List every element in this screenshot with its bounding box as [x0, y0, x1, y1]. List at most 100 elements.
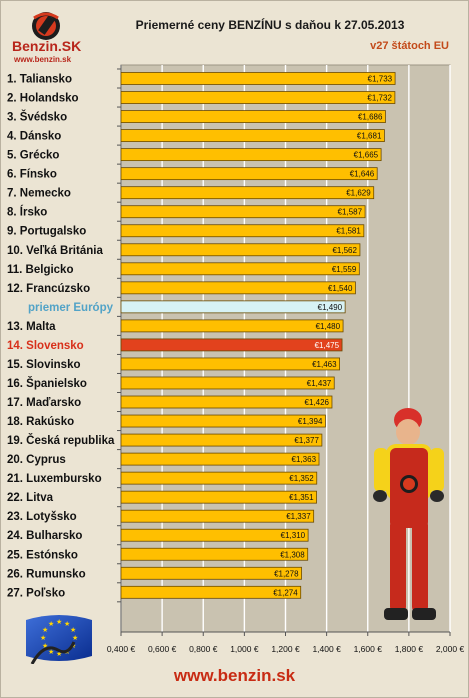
category-label: 7. Nemecko: [7, 188, 71, 200]
x-tick-label: 1,400 €: [312, 644, 341, 654]
bar-value-label: €1,426: [305, 398, 330, 407]
svg-text:★: ★: [42, 642, 48, 650]
category-label: 12. Francúzsko: [7, 283, 90, 295]
bar[interactable]: [120, 490, 317, 504]
category-label: 13. Malta: [7, 321, 56, 333]
bar[interactable]: [120, 167, 378, 181]
bar-value-label: €1,562: [332, 246, 357, 255]
bar[interactable]: [120, 186, 375, 200]
category-label: 8. Írsko: [7, 206, 47, 219]
bar[interactable]: [120, 471, 318, 485]
bar[interactable]: [120, 376, 335, 390]
category-label: 16. Španielsko: [7, 377, 87, 390]
bar-value-label: €1,475: [315, 341, 340, 350]
bar[interactable]: [120, 414, 326, 428]
bar[interactable]: [120, 338, 343, 352]
bar-value-label: €1,629: [346, 189, 371, 198]
logo-url[interactable]: www.benzin.sk: [14, 55, 72, 64]
logo-name: Benzin.SK: [12, 38, 82, 54]
category-label: 24. Bulharsko: [7, 530, 82, 542]
category-label: 26. Rumunsko: [7, 568, 86, 580]
bar-value-label: €1,665: [354, 151, 379, 160]
bar[interactable]: [120, 357, 340, 371]
bar-value-label: €1,463: [312, 360, 337, 369]
bar[interactable]: [120, 281, 356, 295]
bar-value-label: €1,559: [332, 265, 357, 274]
category-label: 3. Švédsko: [7, 111, 67, 124]
bar-value-label: €1,581: [336, 227, 361, 236]
bar[interactable]: [120, 585, 302, 599]
bar-value-label: €1,646: [350, 170, 375, 179]
bar-value-label: €1,733: [368, 75, 393, 84]
chart-title: Priemerné ceny BENZÍNU s daňou k 27.05.2…: [135, 18, 405, 32]
svg-text:★: ★: [56, 618, 62, 626]
footer-url[interactable]: www.benzin.sk: [173, 666, 296, 685]
category-label: 27. Poľsko: [7, 587, 65, 599]
category-label: 23. Lotyšsko: [7, 511, 77, 523]
x-tick-label: 1,000 €: [230, 644, 259, 654]
bar-value-label: €1,490: [318, 303, 343, 312]
benzin-logo-icon: [32, 12, 60, 40]
bar[interactable]: [120, 129, 385, 142]
x-tick-label: 0,400 €: [107, 644, 136, 654]
category-label: 17. Maďarsko: [7, 397, 81, 409]
x-tick-label: 1,800 €: [395, 644, 424, 654]
category-label: 25. Estónsko: [7, 549, 78, 561]
svg-text:★: ★: [40, 634, 46, 642]
bar[interactable]: [120, 262, 360, 276]
bar-value-label: €1,274: [273, 588, 298, 597]
bar-value-label: €1,377: [294, 436, 319, 445]
x-tick-label: 2,000 €: [436, 644, 465, 654]
bar[interactable]: [120, 110, 386, 123]
category-label: 15. Slovinsko: [7, 359, 81, 371]
svg-text:★: ★: [48, 620, 54, 628]
bar[interactable]: [120, 547, 309, 561]
bar-value-label: €1,732: [367, 94, 392, 103]
category-label: 9. Portugalsko: [7, 226, 86, 238]
bar-value-label: €1,587: [338, 208, 363, 217]
bar-value-label: €1,351: [289, 493, 314, 502]
x-tick-label: 0,800 €: [189, 644, 218, 654]
bar-value-label: €1,352: [289, 474, 314, 483]
bar[interactable]: [120, 395, 333, 409]
category-label: 21. Luxembursko: [7, 473, 102, 485]
category-label: 6. Fínsko: [7, 169, 57, 181]
category-label: 14. Slovensko: [7, 340, 84, 352]
bar[interactable]: [120, 205, 366, 219]
bar[interactable]: [120, 300, 346, 314]
bar[interactable]: [120, 148, 382, 162]
bar[interactable]: [120, 452, 320, 466]
x-tick-label: 1,600 €: [354, 644, 383, 654]
x-tick-label: 0,600 €: [148, 644, 177, 654]
x-tick-label: 1,200 €: [271, 644, 300, 654]
bar-value-label: €1,310: [281, 531, 306, 540]
eu-flag-icon: ★ ★★ ★★★ ★★★ ★★★: [26, 615, 92, 664]
category-label: 22. Litva: [7, 492, 54, 504]
bar[interactable]: [120, 224, 365, 238]
bar-value-label: €1,363: [292, 455, 317, 464]
bar[interactable]: [120, 509, 315, 523]
bar[interactable]: [120, 433, 323, 447]
svg-text:★: ★: [72, 634, 78, 642]
bar-value-label: €1,681: [357, 132, 382, 141]
svg-text:★: ★: [48, 648, 54, 656]
bar-value-label: €1,278: [274, 569, 299, 578]
bar[interactable]: [120, 566, 302, 580]
category-label: 10. Veľká Británia: [7, 245, 103, 257]
category-label: 1. Taliansko: [7, 74, 72, 86]
bar-value-label: €1,308: [280, 550, 305, 559]
svg-text:★: ★: [64, 620, 70, 628]
bar[interactable]: [120, 319, 344, 333]
bar[interactable]: [120, 91, 396, 104]
bar[interactable]: [120, 243, 361, 257]
bar-value-label: €1,686: [358, 113, 383, 122]
bar[interactable]: [120, 528, 309, 542]
svg-text:★: ★: [70, 626, 76, 634]
chart-subtitle: v27 štátoch EU: [370, 40, 449, 52]
bar-value-label: €1,437: [307, 379, 332, 388]
category-label: 5. Grécko: [7, 150, 59, 162]
category-label: 19. Česká republika: [7, 434, 115, 447]
category-label: 2. Holandsko: [7, 93, 79, 105]
bar[interactable]: [120, 72, 396, 85]
